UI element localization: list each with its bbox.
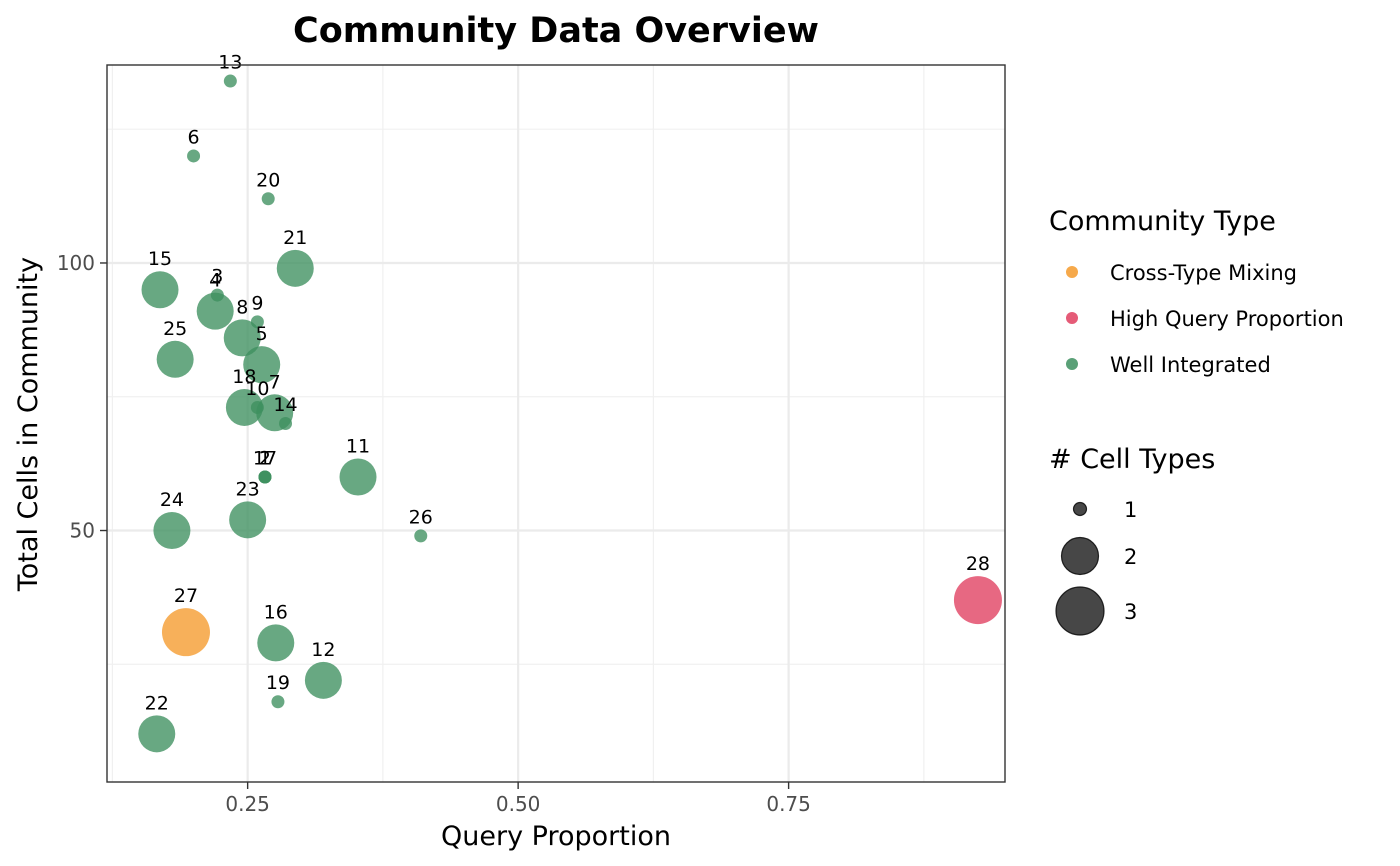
point-label-19: 19 bbox=[266, 672, 290, 694]
size-legend-label: 1 bbox=[1124, 498, 1137, 522]
point-12 bbox=[304, 661, 342, 699]
point-13 bbox=[223, 74, 237, 88]
color-legend-label: Cross-Type Mixing bbox=[1110, 261, 1297, 285]
size-legend: # Cell Types 1 2 3 bbox=[1049, 444, 1215, 636]
point-label-21: 21 bbox=[283, 227, 307, 249]
point-label-22: 22 bbox=[145, 692, 169, 714]
point-label-20: 20 bbox=[256, 169, 280, 191]
y-tick-label: 50 bbox=[70, 519, 95, 543]
point-label-5: 5 bbox=[256, 323, 268, 345]
point-label-8: 8 bbox=[236, 296, 248, 318]
x-tick-label: 0.75 bbox=[766, 792, 811, 816]
point-19 bbox=[271, 695, 285, 709]
point-5 bbox=[243, 346, 281, 384]
point-label-9: 9 bbox=[251, 292, 263, 314]
point-label-11: 11 bbox=[346, 436, 370, 458]
point-label-24: 24 bbox=[160, 489, 184, 511]
color-legend: Community Type Cross-Type Mixing High Que… bbox=[1049, 206, 1344, 377]
point-25 bbox=[156, 340, 194, 378]
color-legend-title: Community Type bbox=[1049, 206, 1276, 237]
point-14 bbox=[279, 417, 293, 430]
size-legend-key bbox=[1072, 501, 1088, 517]
point-label-13: 13 bbox=[218, 52, 242, 74]
color-legend-key bbox=[1066, 358, 1078, 370]
point-label-27: 27 bbox=[174, 585, 198, 607]
point-3 bbox=[210, 288, 224, 302]
point-17 bbox=[258, 470, 272, 484]
size-legend-key bbox=[1055, 586, 1105, 636]
y-axis: 50 100 bbox=[57, 251, 107, 543]
point-label-4: 4 bbox=[209, 270, 221, 292]
point-6 bbox=[187, 149, 201, 163]
point-label-28: 28 bbox=[966, 553, 990, 575]
point-label-1: 1 bbox=[259, 448, 271, 470]
point-15 bbox=[141, 271, 179, 309]
point-21 bbox=[276, 249, 314, 287]
color-legend-label: High Query Proportion bbox=[1110, 307, 1344, 331]
point-9 bbox=[250, 315, 264, 329]
point-27 bbox=[161, 608, 210, 657]
point-label-10: 10 bbox=[245, 378, 269, 400]
point-4 bbox=[196, 292, 234, 330]
point-18 bbox=[225, 388, 263, 426]
size-legend-label: 2 bbox=[1124, 545, 1137, 569]
point-10 bbox=[250, 400, 264, 414]
plot-border bbox=[106, 64, 1006, 783]
point-label-3: 3 bbox=[211, 266, 223, 288]
color-legend-label: Well Integrated bbox=[1110, 353, 1271, 377]
chart-title: Community Data Overview bbox=[293, 11, 819, 51]
point-label-25: 25 bbox=[163, 318, 187, 340]
point-20 bbox=[261, 192, 275, 206]
color-legend-key bbox=[1066, 266, 1078, 278]
size-legend-key bbox=[1060, 536, 1100, 576]
x-tick-label: 0.50 bbox=[496, 792, 541, 816]
y-axis-title: Total Cells in Community bbox=[13, 257, 44, 592]
point-8 bbox=[223, 319, 261, 357]
point-16 bbox=[257, 624, 295, 662]
point-label-14: 14 bbox=[273, 394, 297, 416]
point-26 bbox=[414, 529, 428, 543]
point-label-17: 17 bbox=[253, 448, 277, 470]
x-axis: 0.25 0.50 0.75 bbox=[225, 782, 811, 816]
size-legend-label: 3 bbox=[1124, 600, 1137, 624]
x-axis-title: Query Proportion bbox=[441, 821, 671, 852]
point-11 bbox=[339, 458, 377, 496]
plot-panel bbox=[107, 65, 1005, 782]
point-label-6: 6 bbox=[188, 126, 200, 148]
x-tick-label: 0.25 bbox=[225, 792, 270, 816]
data-points bbox=[138, 74, 1002, 753]
point-label-12: 12 bbox=[311, 639, 335, 661]
point-label-23: 23 bbox=[236, 478, 260, 500]
size-legend-title: # Cell Types bbox=[1049, 444, 1215, 475]
y-tick-label: 100 bbox=[57, 251, 95, 275]
point-28 bbox=[953, 576, 1002, 625]
point-23 bbox=[229, 501, 267, 539]
point-22 bbox=[138, 715, 176, 753]
point-label-18: 18 bbox=[232, 366, 256, 388]
point-24 bbox=[153, 512, 191, 550]
point-label-7: 7 bbox=[269, 371, 281, 393]
color-legend-key bbox=[1066, 312, 1078, 324]
point-label-16: 16 bbox=[264, 601, 288, 623]
point-label-15: 15 bbox=[148, 248, 172, 270]
point-label-2: 2 bbox=[259, 448, 271, 470]
point-label-26: 26 bbox=[409, 506, 433, 528]
